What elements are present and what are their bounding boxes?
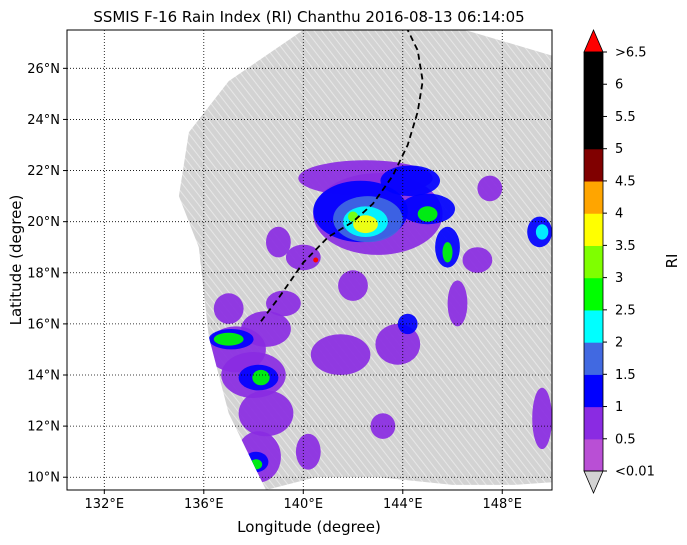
plot-frame bbox=[66, 29, 553, 491]
colorbar-segment bbox=[584, 406, 603, 440]
storm-center-marker bbox=[313, 257, 319, 263]
x-axis-label: Longitude (degree) bbox=[237, 518, 381, 536]
colorbar-tick-label: 1 bbox=[615, 400, 623, 415]
rain-cell bbox=[535, 224, 549, 240]
colorbar: <0.01 0.5 1 1.5 2 2.5 3 3.5 4 4.5 5 5.5 6 >6.5 bbox=[583, 28, 655, 495]
colorbar-segment bbox=[584, 116, 603, 150]
rain-cell bbox=[295, 433, 321, 470]
colorbar-tick-label: >6.5 bbox=[615, 46, 647, 61]
colorbar-over-extension bbox=[583, 28, 604, 53]
colorbar-tick-label: <0.01 bbox=[615, 465, 655, 480]
colorbar-segment bbox=[584, 309, 603, 343]
rain-cell bbox=[338, 270, 368, 301]
colorbar-tick-label: 0.5 bbox=[615, 432, 636, 447]
colorbar-segment bbox=[584, 213, 603, 246]
y-tick-label: 26°N bbox=[27, 62, 60, 77]
colorbar-tick-label: 5.5 bbox=[615, 110, 636, 125]
x-tick-label: 132°E bbox=[85, 497, 125, 512]
rain-cell bbox=[442, 242, 453, 263]
colorbar-segment bbox=[584, 148, 603, 182]
y-tick-label: 10°N bbox=[27, 471, 60, 486]
colorbar-segment bbox=[584, 438, 603, 472]
rain-cell bbox=[348, 211, 358, 222]
colorbar-segment bbox=[584, 84, 603, 118]
colorbar-tick-label: 3.5 bbox=[615, 239, 636, 254]
x-tick-label: 136°E bbox=[184, 497, 224, 512]
colorbar-frame bbox=[583, 51, 604, 472]
rain-cell bbox=[375, 323, 421, 365]
rain-cell bbox=[238, 390, 294, 437]
rain-cell bbox=[532, 387, 552, 450]
rain-cell bbox=[417, 206, 438, 222]
y-axis-label: Latitude (degree) bbox=[7, 195, 25, 326]
storm-track-line bbox=[260, 30, 424, 322]
colorbar-tick-label: 4.5 bbox=[615, 174, 636, 189]
rain-cell bbox=[447, 280, 468, 327]
x-tick-label: 140°E bbox=[284, 497, 324, 512]
colorbar-tick-label: 5 bbox=[615, 142, 623, 157]
colorbar-tick-label: 2.5 bbox=[615, 303, 636, 318]
colorbar-segment bbox=[584, 374, 603, 408]
rain-cell bbox=[462, 247, 493, 273]
x-axis-ticks: 132°E 136°E 140°E 144°E 148°E bbox=[85, 490, 522, 512]
rain-cell bbox=[266, 226, 291, 258]
colorbar-segment bbox=[584, 180, 603, 214]
colorbar-tick-label: 6 bbox=[615, 78, 623, 93]
y-tick-label: 22°N bbox=[27, 164, 60, 179]
chart-title: SSMIS F-16 Rain Index (RI) Chanthu 2016-… bbox=[93, 8, 524, 26]
rain-cell bbox=[477, 175, 503, 202]
colorbar-tick-label: 2 bbox=[615, 336, 623, 351]
colorbar-tick-label: 4 bbox=[615, 207, 623, 222]
x-tick-label: 148°E bbox=[482, 497, 522, 512]
colorbar-segment bbox=[584, 342, 603, 375]
rain-cell bbox=[310, 334, 371, 375]
rain-cell bbox=[266, 290, 301, 317]
colorbar-under-extension bbox=[583, 470, 604, 495]
rain-cell bbox=[213, 332, 244, 346]
y-axis-ticks: 10°N 12°N 14°N 16°N 18°N 20°N 22°N 24°N 26°N bbox=[27, 62, 67, 486]
y-tick-label: 16°N bbox=[27, 317, 60, 332]
ssmis-swath bbox=[178, 30, 552, 490]
y-tick-label: 24°N bbox=[27, 113, 60, 128]
colorbar-segment bbox=[584, 52, 603, 85]
rain-cell bbox=[252, 369, 270, 386]
colorbar-segment bbox=[584, 245, 603, 279]
y-tick-label: 14°N bbox=[27, 369, 60, 384]
colorbar-label: RI bbox=[663, 254, 681, 269]
colorbar-tick-label: 1.5 bbox=[615, 368, 636, 383]
rain-cell bbox=[353, 215, 378, 234]
rain-cell bbox=[380, 165, 441, 197]
rain-cells bbox=[206, 160, 552, 483]
rain-cell bbox=[213, 293, 244, 324]
y-tick-label: 18°N bbox=[27, 266, 60, 281]
colorbar-tick-label: 3 bbox=[615, 271, 623, 286]
y-tick-label: 20°N bbox=[27, 215, 60, 230]
y-tick-label: 12°N bbox=[27, 420, 60, 435]
rain-cell bbox=[285, 244, 321, 271]
colorbar-segment bbox=[584, 277, 603, 311]
x-tick-label: 144°E bbox=[383, 497, 423, 512]
plot-area bbox=[67, 30, 552, 490]
